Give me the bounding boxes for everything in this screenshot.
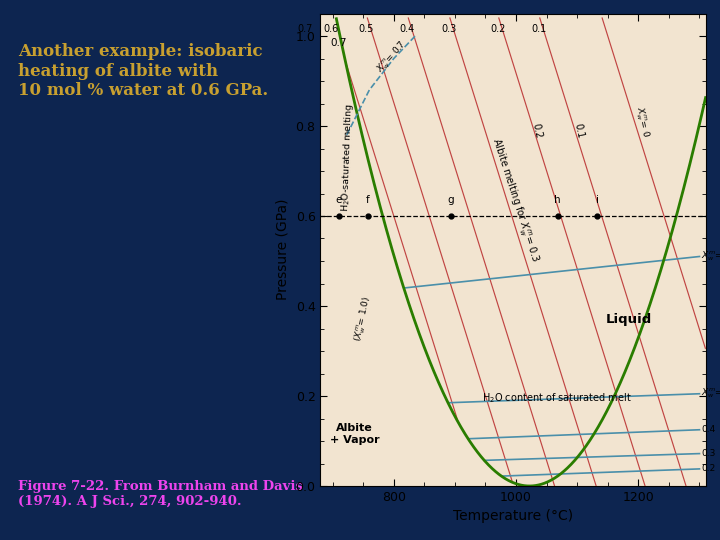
Text: Albite melting for $X_w^m$= 0.3: Albite melting for $X_w^m$= 0.3 <box>487 136 542 265</box>
Text: 0.1: 0.1 <box>531 24 546 34</box>
Text: ($X_w^m$= 1.0): ($X_w^m$= 1.0) <box>352 295 374 343</box>
Text: Albite
+ Vapor: Albite + Vapor <box>330 423 379 445</box>
Text: $X_w^m$= 0: $X_w^m$= 0 <box>632 105 652 138</box>
Text: $X_w^m$= 0.6: $X_w^m$= 0.6 <box>701 249 720 263</box>
Text: 0.1: 0.1 <box>572 122 585 139</box>
Text: 0.2: 0.2 <box>701 464 716 474</box>
Text: 0.4: 0.4 <box>400 24 415 34</box>
Text: $X_w^m$= 0.7: $X_w^m$= 0.7 <box>374 38 410 77</box>
Text: 0.2: 0.2 <box>530 122 543 139</box>
Text: h: h <box>554 195 561 205</box>
Text: 0.3: 0.3 <box>441 24 456 34</box>
Y-axis label: Pressure (GPa): Pressure (GPa) <box>276 199 290 300</box>
Text: 0.7: 0.7 <box>297 24 313 34</box>
Text: i: i <box>596 195 599 205</box>
Text: g: g <box>447 195 454 205</box>
Text: e: e <box>336 195 342 205</box>
Text: 0.7: 0.7 <box>330 38 347 48</box>
Text: Liquid: Liquid <box>606 313 652 326</box>
Text: 0.6: 0.6 <box>323 24 338 34</box>
X-axis label: Temperature (°C): Temperature (°C) <box>453 509 573 523</box>
Text: 0.2: 0.2 <box>490 24 505 34</box>
Text: H$_2$O content of saturated melt: H$_2$O content of saturated melt <box>482 392 632 405</box>
Text: 0.5: 0.5 <box>359 24 374 34</box>
Text: 0.3: 0.3 <box>701 449 716 458</box>
Text: f: f <box>366 195 370 205</box>
Text: Figure 7-22. From Burnham and Davis
(1974). A J Sci., 274, 902-940.: Figure 7-22. From Burnham and Davis (197… <box>18 480 303 508</box>
Text: H$_2$O-saturated melting: H$_2$O-saturated melting <box>339 103 356 212</box>
Text: 0.4: 0.4 <box>701 426 716 434</box>
Text: Another example: isobaric
heating of albite with
10 mol % water at 0.6 GPa.: Another example: isobaric heating of alb… <box>18 43 268 99</box>
Text: $X_w^m$= 0.5: $X_w^m$= 0.5 <box>701 387 720 401</box>
